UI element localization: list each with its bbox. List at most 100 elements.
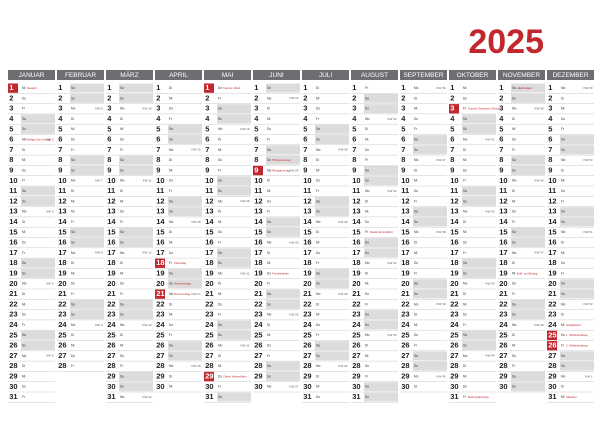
weekday: Di <box>561 240 564 244</box>
weekday: Sa <box>22 189 26 193</box>
day-number: 29 <box>548 372 556 381</box>
weekday: Di <box>169 302 172 306</box>
weekday: Fr <box>316 261 320 265</box>
week-number: KW 31 <box>338 364 347 368</box>
weekday: Do <box>316 251 320 255</box>
day-number: 2 <box>205 93 209 102</box>
day-number: 1 <box>107 83 111 92</box>
day-number: 11 <box>107 186 115 195</box>
day-number: 9 <box>205 166 209 175</box>
day-number: 4 <box>548 114 553 123</box>
day-number: 20 <box>352 279 360 288</box>
weekend-shade <box>266 289 300 299</box>
weekend-shade <box>511 227 545 237</box>
day-number: 24 <box>58 320 67 329</box>
weekday: Fr <box>512 220 516 224</box>
day-number: 16 <box>156 238 164 247</box>
day-number: 18 <box>156 258 164 267</box>
weekday: So <box>365 179 369 183</box>
day-number: 3 <box>352 104 356 113</box>
month-name: JUNI <box>269 72 284 79</box>
week-number: KW 24 <box>289 168 298 172</box>
weekday: Mo <box>267 240 272 244</box>
week-number: KW 7 <box>95 179 103 183</box>
holiday-name: Silvester <box>566 395 577 399</box>
weekday: Di <box>365 271 368 275</box>
day-number: 7 <box>58 145 62 154</box>
day-number: 30 <box>303 382 311 391</box>
weekday: Fr <box>365 374 369 378</box>
weekday: Mi <box>22 374 26 378</box>
weekend-shade <box>364 382 398 392</box>
weekday: Sa <box>561 354 565 358</box>
weekend-shade <box>364 104 398 114</box>
day-number: 10 <box>58 176 66 185</box>
day-number: 26 <box>58 341 66 350</box>
weekday: So <box>218 189 222 193</box>
weekday: Sa <box>169 199 173 203</box>
day-number: 15 <box>303 227 311 236</box>
weekday: Do <box>267 199 271 203</box>
holiday-name: Pfingstsonntag <box>272 158 291 162</box>
weekday: Do <box>414 189 418 193</box>
day-number: 10 <box>352 176 360 185</box>
day-number: 18 <box>254 258 262 267</box>
day-number: 16 <box>205 238 213 247</box>
day-number: 3 <box>156 104 160 113</box>
weekday: Di <box>512 189 515 193</box>
weekend-shade <box>70 166 104 175</box>
day-number: 9 <box>303 166 307 175</box>
weekend-shade <box>413 289 447 299</box>
weekend-shade <box>462 330 496 340</box>
day-number: 10 <box>156 176 164 185</box>
weekday: Sa <box>463 189 467 193</box>
weekday: Mi <box>267 117 271 121</box>
day-number: 27 <box>548 351 556 360</box>
day-number: 2 <box>352 93 356 102</box>
weekday: Do <box>169 179 173 183</box>
day-number: 9 <box>450 166 454 175</box>
weekday: Sa <box>169 127 173 131</box>
weekday: So <box>414 364 418 368</box>
weekday: So <box>267 374 271 378</box>
weekday: So <box>512 240 516 244</box>
day-number: 22 <box>352 299 360 308</box>
week-number: KW 9 <box>95 323 103 327</box>
day-number: 29 <box>499 372 507 381</box>
day-number: 10 <box>303 176 311 185</box>
weekday: So <box>414 220 418 224</box>
day-number: 30 <box>156 382 164 391</box>
weekday: Mi <box>365 137 369 141</box>
day-number: 31 <box>107 392 115 401</box>
weekday: Fr <box>218 385 222 389</box>
weekday: Mi <box>267 261 271 265</box>
weekend-shade <box>413 279 447 289</box>
month-header <box>253 70 300 80</box>
weekday: So <box>512 168 516 172</box>
weekday: Di <box>267 323 270 327</box>
day-number: 9 <box>352 166 356 175</box>
day-number: 6 <box>58 135 62 144</box>
day-number: 21 <box>254 289 262 298</box>
weekday: Di <box>414 385 417 389</box>
day-number: 20 <box>156 279 164 288</box>
weekday: Mi <box>463 374 467 378</box>
weekday: So <box>267 158 271 162</box>
day-number: 9 <box>107 166 111 175</box>
day-number: 1 <box>205 83 209 92</box>
weekday: Di <box>267 107 270 111</box>
day-number: 23 <box>548 310 556 319</box>
weekday: Sa <box>120 86 124 90</box>
weekday: Mo <box>218 271 223 275</box>
holiday-name: Buß- und Bettag <box>517 271 538 275</box>
day-number: 22 <box>156 299 164 308</box>
weekend-shade <box>364 166 398 175</box>
holiday-name: Karfreitag <box>174 261 187 265</box>
weekday: Fr <box>561 199 565 203</box>
weekend-shade <box>168 207 202 217</box>
day-number: 3 <box>9 104 13 113</box>
weekday: Sa <box>71 302 75 306</box>
day-number: 16 <box>450 238 458 247</box>
day-number: 21 <box>401 289 409 298</box>
day-number: 8 <box>58 155 62 164</box>
